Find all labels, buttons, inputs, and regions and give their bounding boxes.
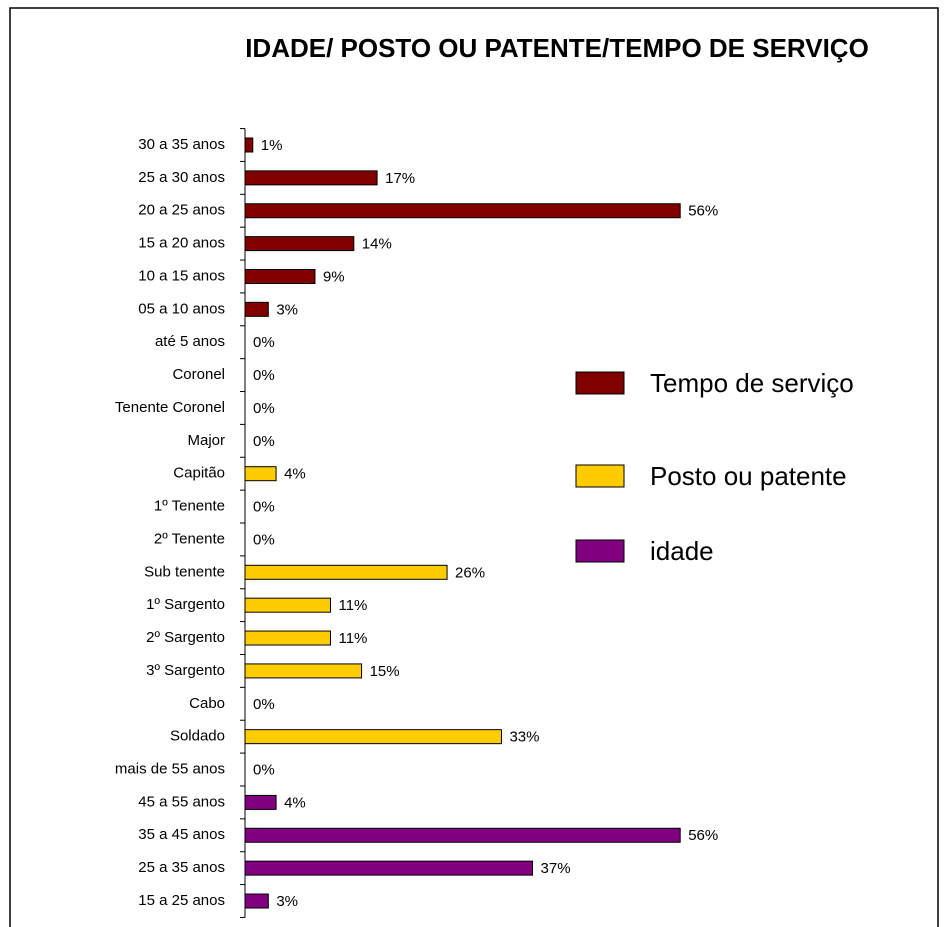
bar <box>244 301 269 317</box>
value-label: 17% <box>385 170 415 187</box>
value-label: 0% <box>253 367 275 384</box>
bar <box>244 268 316 284</box>
bar <box>244 827 681 843</box>
category-label: 35 a 45 anos <box>138 826 225 843</box>
bar <box>244 860 534 876</box>
value-label: 37% <box>541 860 571 877</box>
value-label: 0% <box>253 761 275 778</box>
category-label: 25 a 35 anos <box>138 859 225 876</box>
bar <box>244 236 355 252</box>
bar <box>244 597 331 613</box>
category-label: 15 a 25 anos <box>138 892 225 909</box>
chart-title: IDADE/ POSTO OU PATENTE/TEMPO DE SERVIÇO <box>245 33 869 63</box>
bar <box>244 170 378 186</box>
value-label: 1% <box>261 137 283 154</box>
value-label: 11% <box>338 630 367 647</box>
bar <box>244 203 681 219</box>
chart-frame <box>9 7 939 927</box>
category-label: Capitão <box>173 465 225 482</box>
category-label: Tenente Coronel <box>115 399 225 416</box>
value-label: 0% <box>253 531 275 548</box>
bar <box>244 663 363 679</box>
category-label: 2º Tenente <box>154 530 225 547</box>
bar <box>244 137 254 153</box>
category-label: Cabo <box>189 695 225 712</box>
value-label: 3% <box>276 893 298 910</box>
category-label: 1º Sargento <box>146 596 225 613</box>
value-label: 3% <box>276 301 298 318</box>
category-label: 30 a 35 anos <box>138 136 225 153</box>
value-label: 0% <box>253 400 275 417</box>
legend-label: idade <box>650 536 714 566</box>
category-label: Major <box>187 432 225 449</box>
bar <box>244 466 277 482</box>
category-label: 10 a 15 anos <box>138 267 225 284</box>
value-label: 4% <box>284 466 306 483</box>
value-label: 0% <box>253 499 275 516</box>
bar <box>244 729 502 745</box>
category-label: 1º Tenente <box>154 498 225 515</box>
value-label: 9% <box>323 268 345 285</box>
category-label: até 5 anos <box>155 333 225 350</box>
bar <box>244 794 277 810</box>
legend-swatch <box>575 539 625 563</box>
bar <box>244 893 269 909</box>
legend-swatch <box>575 371 625 395</box>
value-label: 0% <box>253 433 275 450</box>
category-label: 45 a 55 anos <box>138 793 225 810</box>
legend-label: Posto ou patente <box>650 461 847 491</box>
category-label: 2º Sargento <box>146 629 225 646</box>
category-label: 20 a 25 anos <box>138 202 225 219</box>
category-label: Sub tenente <box>144 563 225 580</box>
value-label: 15% <box>370 663 400 680</box>
category-label: 15 a 20 anos <box>138 235 225 252</box>
value-label: 14% <box>362 236 392 253</box>
bar <box>244 630 331 646</box>
legend-swatch <box>575 464 625 488</box>
category-label: mais de 55 anos <box>115 760 225 777</box>
value-label: 26% <box>455 564 485 581</box>
category-label: Soldado <box>170 728 225 745</box>
bar <box>244 564 448 580</box>
value-label: 33% <box>509 729 539 746</box>
category-label: 05 a 10 anos <box>138 300 225 317</box>
value-label: 4% <box>284 794 306 811</box>
value-label: 56% <box>688 203 718 220</box>
category-label: 25 a 30 anos <box>138 169 225 186</box>
value-label: 0% <box>253 334 275 351</box>
value-label: 0% <box>253 696 275 713</box>
legend-label: Tempo de serviço <box>650 368 854 398</box>
category-label: 3º Sargento <box>146 662 225 679</box>
value-label: 11% <box>338 597 367 614</box>
value-label: 56% <box>688 827 718 844</box>
category-label: Coronel <box>172 366 225 383</box>
